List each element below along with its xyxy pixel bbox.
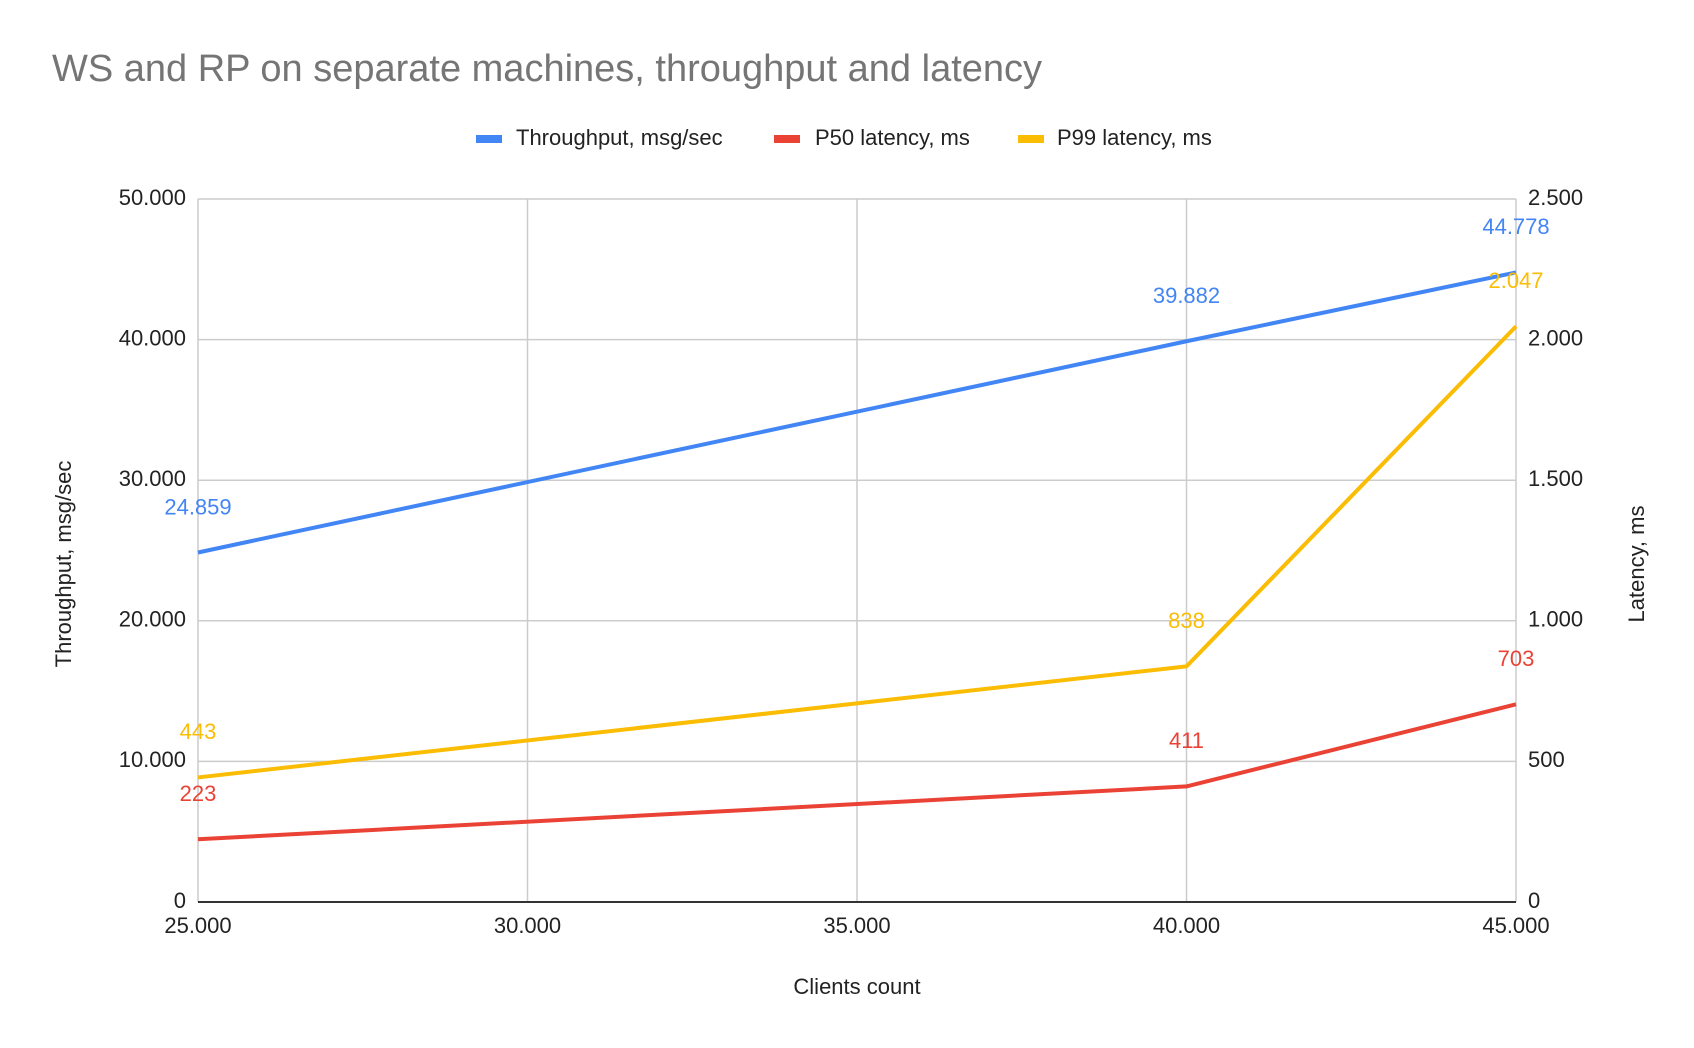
x-tick-label: 35.000 (823, 913, 890, 938)
data-label: 443 (180, 719, 217, 744)
x-axis-label: Clients count (793, 974, 920, 999)
y2-tick-label: 1.000 (1528, 607, 1583, 632)
y2-tick-label: 2.500 (1528, 185, 1583, 210)
y2-tick-label: 500 (1528, 747, 1565, 772)
y-tick-label: 30.000 (119, 466, 186, 491)
y-tick-label: 10.000 (119, 747, 186, 772)
y2-tick-label: 0 (1528, 888, 1540, 913)
y2-axis-label: Latency, ms (1624, 506, 1649, 623)
legend-label: P99 latency, ms (1057, 125, 1212, 150)
chart-title: WS and RP on separate machines, throughp… (52, 48, 1042, 90)
legend-swatch (774, 135, 800, 143)
series-line (197, 324, 1518, 780)
y2-tick-label: 1.500 (1528, 466, 1583, 491)
y-tick-label: 40.000 (119, 325, 186, 350)
data-label: 703 (1498, 646, 1535, 671)
legend-label: Throughput, msg/sec (516, 125, 723, 150)
x-tick-label: 40.000 (1153, 913, 1220, 938)
data-label: 44.778 (1482, 214, 1549, 239)
legend-label: P50 latency, ms (815, 125, 970, 150)
y-tick-label: 50.000 (119, 185, 186, 210)
legend-swatch (476, 135, 502, 143)
y2-tick-label: 2.000 (1528, 325, 1583, 350)
data-label: 411 (1169, 728, 1204, 753)
y-tick-label: 0 (174, 888, 186, 913)
legend-swatch (1018, 135, 1044, 143)
data-label: 24.859 (164, 494, 231, 519)
y-tick-label: 20.000 (119, 607, 186, 632)
data-label: 2.047 (1488, 268, 1543, 293)
y-axis-label: Throughput, msg/sec (51, 461, 76, 668)
x-tick-label: 30.000 (494, 913, 561, 938)
data-label: 838 (1168, 608, 1205, 633)
x-tick-label: 45.000 (1482, 913, 1549, 938)
x-tick-label: 25.000 (164, 913, 231, 938)
data-label: 223 (180, 781, 217, 806)
series-line (197, 702, 1517, 842)
series-line (197, 270, 1517, 555)
data-label: 39.882 (1153, 283, 1220, 308)
